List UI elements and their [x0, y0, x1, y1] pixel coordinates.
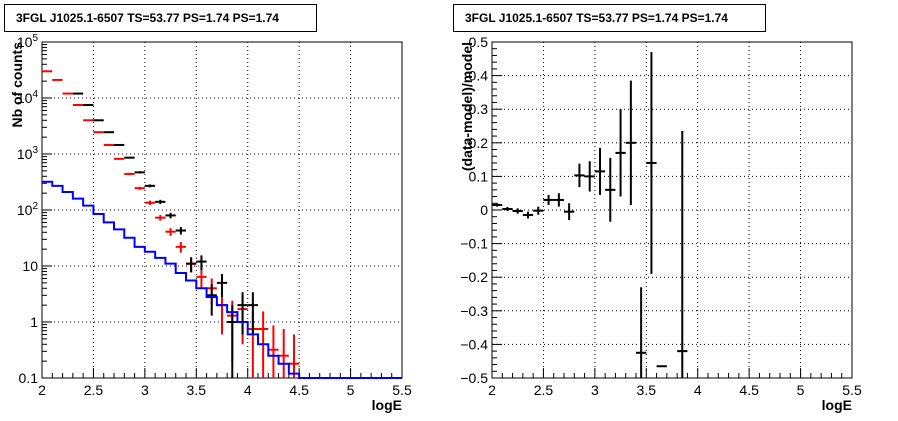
counts-data-point-0: [165, 228, 176, 236]
counts-data-point-0: [144, 200, 156, 205]
residual-data-point-0: [533, 206, 544, 215]
residual-data-point-0: [543, 194, 554, 205]
counts-data-point-0: [83, 119, 94, 122]
counts-data-point-0: [124, 172, 135, 176]
residual-x-tick-label: 4: [694, 382, 702, 398]
counts-data-point-1: [165, 212, 176, 219]
counts-model-step-line: [42, 180, 402, 379]
residual-x-tick-label: 4.5: [739, 382, 759, 398]
right-plot-title: 3FGL J1025.1-6507 TS=53.77 PS=1.74 PS=1.…: [453, 4, 766, 32]
residual-data-point-0: [574, 163, 585, 188]
counts-data-point-0: [278, 328, 289, 378]
counts-data-point-0: [72, 103, 84, 106]
residual-data-point-0: [594, 147, 606, 195]
counts-y-tick-label: 104: [17, 89, 39, 106]
residual-x-tick-label: 2.5: [534, 382, 554, 398]
residual-data-point-0: [492, 203, 503, 207]
counts-data-point-1: [196, 255, 207, 270]
counts-x-tick-label: 4.5: [289, 382, 309, 398]
residual-y-tick-label: −0.4: [460, 336, 488, 352]
counts-frame: [41, 41, 403, 379]
residual-x-tick-label: 3: [591, 382, 599, 398]
residual-data-point-0: [625, 80, 636, 205]
residual-y-tick-label: 0.5: [469, 34, 489, 50]
counts-data-point-1: [114, 143, 125, 146]
counts-y-tick-label: 10: [22, 258, 38, 274]
counts-y-tick-label: 1: [30, 314, 38, 330]
counts-x-tick-label: 4: [244, 382, 252, 398]
counts-data-point-0: [288, 334, 300, 378]
counts-x-tick-label: 5.5: [392, 382, 412, 398]
residual-x-tick-label: 3.5: [637, 382, 657, 398]
counts-x-axis-title: logE: [372, 397, 402, 413]
counts-data-point-1: [216, 273, 228, 297]
counts-data-point-0: [93, 131, 104, 134]
counts-y-tick-label: 102: [17, 201, 39, 218]
residual-frame: [491, 41, 853, 379]
counts-y-axis-title: Nb of counts: [9, 42, 25, 128]
counts-data-point-0: [134, 186, 145, 190]
counts-data-point-1: [134, 171, 145, 174]
residual-data-point-0: [512, 208, 523, 214]
counts-data-point-1: [124, 156, 135, 159]
counts-data-point-1: [237, 292, 248, 335]
residual-data-point-0: [502, 206, 513, 212]
residual-data-point-0: [584, 161, 595, 192]
counts-data-point-1: [186, 257, 197, 273]
counts-x-tick-label: 2.5: [84, 382, 104, 398]
left-plot-title: 3FGL J1025.1-6507 TS=53.77 PS=1.74 PS=1.…: [4, 4, 317, 32]
counts-data-point-0: [196, 268, 207, 289]
residual-data-point-0: [677, 131, 688, 378]
counts-data-point-1: [175, 227, 186, 235]
counts-data-point-1: [144, 184, 156, 188]
residual-data-point-0: [646, 52, 657, 274]
residual-data-point-0: [636, 287, 647, 378]
residual-y-tick-label: −0.1: [460, 236, 488, 252]
counts-x-tick-label: 5: [347, 382, 355, 398]
residual-y-tick-label: 0.2: [469, 135, 489, 151]
residual-x-tick-label: 5: [797, 382, 805, 398]
counts-data-point-1: [155, 199, 166, 204]
residual-x-axis-title: logE: [822, 397, 852, 413]
residual-data-point-0: [553, 193, 564, 207]
counts-data-point-1: [93, 119, 104, 122]
counts-data-point-0: [155, 214, 166, 221]
counts-data-point-0: [175, 242, 186, 253]
counts-data-point-1: [83, 103, 94, 106]
residual-y-tick-label: 0.1: [469, 168, 489, 184]
counts-x-tick-label: 2: [38, 382, 46, 398]
residual-y-tick-label: −0.2: [460, 269, 488, 285]
counts-data-point-1: [227, 305, 238, 378]
residual-y-tick-label: 0.4: [469, 68, 489, 84]
residual-x-tick-label: 5.5: [842, 382, 862, 398]
residual-data-point-0: [615, 109, 626, 197]
counts-data-point-0: [268, 325, 279, 378]
counts-y-tick-label: 105: [17, 33, 39, 50]
residual-data-point-0: [522, 211, 534, 219]
counts-y-tick-label: 0.1: [19, 370, 39, 386]
counts-x-tick-label: 3: [141, 382, 149, 398]
counts-x-tick-label: 3.5: [187, 382, 207, 398]
residual-y-tick-label: 0.3: [469, 101, 489, 117]
residual-y-tick-label: −0.5: [460, 370, 488, 386]
counts-y-tick-label: 103: [17, 145, 39, 162]
counts-data-point-1: [103, 131, 114, 134]
residual-data-point-0: [564, 203, 575, 221]
counts-data-point-0: [103, 143, 114, 146]
residual-y-tick-label: −0.3: [460, 303, 488, 319]
residual-y-tick-label: 0: [480, 202, 488, 218]
counts-data-point-1: [206, 284, 217, 316]
residual-x-tick-label: 2: [488, 382, 496, 398]
residual-data-point-0: [605, 157, 616, 222]
counts-data-point-1: [247, 292, 258, 335]
counts-data-point-0: [114, 157, 125, 160]
residual-y-axis-title: (data-model)/model: [459, 42, 475, 171]
